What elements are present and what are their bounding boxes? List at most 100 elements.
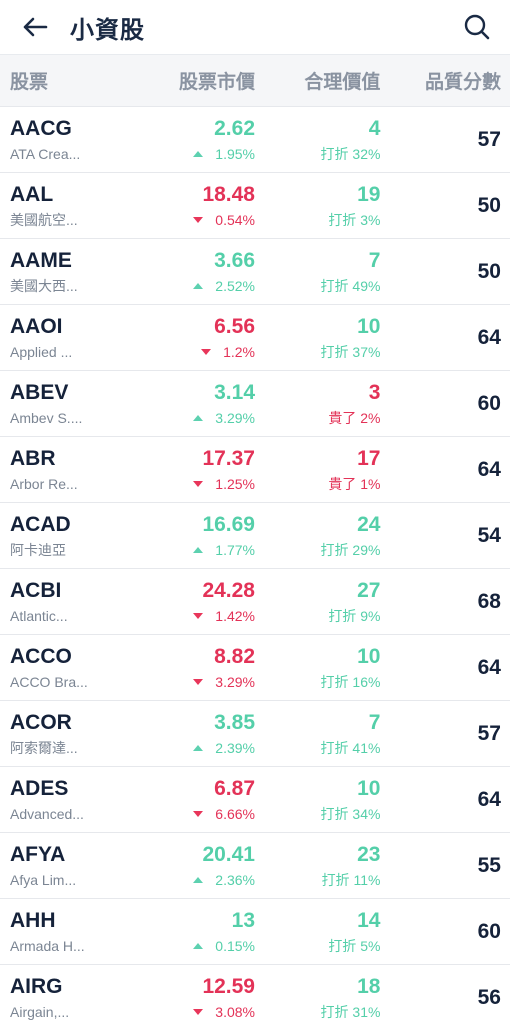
stock-cell: ABR Arbor Re... bbox=[10, 446, 147, 494]
stock-row[interactable]: AHH Armada H... 13 0.15% 14 打折 5% 60 bbox=[0, 899, 510, 965]
stock-name: Applied ... bbox=[10, 343, 73, 360]
valuation-note: 貴了 1% bbox=[328, 475, 381, 492]
valuation-note: 打折 37% bbox=[320, 343, 381, 360]
stock-ticker: AAME bbox=[10, 248, 72, 272]
price-cell: 6.87 6.66% bbox=[147, 776, 255, 824]
quality-score: 64 bbox=[477, 787, 501, 811]
column-quality-score[interactable]: 品質分數 bbox=[424, 72, 501, 93]
quality-score: 68 bbox=[477, 589, 501, 613]
stock-price: 6.87 bbox=[214, 776, 255, 800]
quality-score: 54 bbox=[477, 523, 501, 547]
valuation-note: 打折 41% bbox=[320, 739, 381, 756]
quality-score: 64 bbox=[477, 655, 501, 679]
stock-row[interactable]: AAL 美國航空... 18.48 0.54% 19 打折 3% 50 bbox=[0, 173, 510, 239]
score-cell: 64 bbox=[380, 458, 501, 482]
back-arrow-icon[interactable] bbox=[20, 12, 50, 42]
fair-value-cell: 24 打折 29% bbox=[255, 512, 381, 560]
column-fair-value[interactable]: 合理價值 bbox=[304, 72, 381, 93]
stock-cell: AAL 美國航空... bbox=[10, 182, 147, 230]
fair-value-cell: 10 打折 34% bbox=[255, 776, 381, 824]
price-cell: 17.37 1.25% bbox=[147, 446, 255, 494]
stock-row[interactable]: AACG ATA Crea... 2.62 1.95% 4 打折 32% 57 bbox=[0, 107, 510, 173]
price-change-value: 3.29% bbox=[215, 673, 255, 690]
fair-value-cell: 17 貴了 1% bbox=[255, 446, 380, 494]
price-change: 2.36% bbox=[193, 870, 255, 890]
fair-value: 27 bbox=[357, 578, 381, 602]
quality-score: 60 bbox=[477, 391, 501, 415]
price-cell: 8.82 3.29% bbox=[147, 644, 255, 692]
stock-price: 6.56 bbox=[214, 314, 255, 338]
stock-cell: ABEV Ambev S.... bbox=[10, 380, 147, 428]
page-title: 小資股 bbox=[70, 16, 145, 44]
score-cell: 57 bbox=[380, 128, 501, 152]
triangle-up-icon bbox=[193, 744, 204, 751]
price-change-value: 0.54% bbox=[215, 211, 255, 228]
price-change: 0.54% bbox=[193, 210, 255, 230]
price-change-value: 0.15% bbox=[215, 937, 255, 954]
stock-row[interactable]: AFYA Afya Lim... 20.41 2.36% 23 打折 11% 5… bbox=[0, 833, 510, 899]
stock-row[interactable]: AIRG Airgain,... 12.59 3.08% 18 打折 31% 5… bbox=[0, 965, 510, 1024]
stock-cell: AAOI Applied ... bbox=[10, 314, 147, 362]
column-price[interactable]: 股票市價 bbox=[178, 72, 255, 93]
fair-value-cell: 19 打折 3% bbox=[255, 182, 380, 230]
stock-row[interactable]: ACAD 阿卡迪亞 16.69 1.77% 24 打折 29% 54 bbox=[0, 503, 510, 569]
fair-value-cell: 18 打折 31% bbox=[255, 974, 381, 1022]
fair-value: 19 bbox=[357, 182, 381, 206]
price-change-value: 2.52% bbox=[215, 277, 255, 294]
stock-ticker: AHH bbox=[10, 908, 56, 932]
valuation-note: 打折 11% bbox=[321, 871, 381, 888]
triangle-down-icon bbox=[201, 348, 212, 355]
stock-row[interactable]: ACBI Atlantic... 24.28 1.42% 27 打折 9% 68 bbox=[0, 569, 510, 635]
fair-value: 24 bbox=[357, 512, 381, 536]
stock-row[interactable]: ABEV Ambev S.... 3.14 3.29% 3 貴了 2% 60 bbox=[0, 371, 510, 437]
valuation-note: 打折 3% bbox=[328, 211, 381, 228]
column-header: 股票 股票市價 合理價值 品質分數 bbox=[0, 55, 510, 107]
stock-price: 12.59 bbox=[202, 974, 255, 998]
fair-value: 4 bbox=[368, 116, 381, 140]
stock-row[interactable]: ACOR 阿索爾達... 3.85 2.39% 7 打折 41% 57 bbox=[0, 701, 510, 767]
price-cell: 13 0.15% bbox=[147, 908, 255, 956]
price-change: 1.2% bbox=[201, 342, 255, 362]
fair-value: 3 bbox=[368, 380, 381, 404]
stock-price: 24.28 bbox=[202, 578, 255, 602]
triangle-down-icon bbox=[193, 810, 204, 817]
stock-price: 13 bbox=[231, 908, 255, 932]
price-cell: 3.66 2.52% bbox=[147, 248, 255, 296]
stock-ticker: ACCO bbox=[10, 644, 72, 668]
stock-cell: AAME 美國大西... bbox=[10, 248, 147, 296]
price-change-value: 3.08% bbox=[215, 1003, 255, 1020]
score-cell: 57 bbox=[380, 722, 501, 746]
stock-name: Afya Lim... bbox=[10, 871, 77, 888]
triangle-down-icon bbox=[193, 480, 204, 487]
price-change: 1.42% bbox=[193, 606, 255, 626]
search-icon[interactable] bbox=[460, 10, 494, 44]
price-change: 2.39% bbox=[193, 738, 255, 758]
price-cell: 16.69 1.77% bbox=[147, 512, 255, 560]
stock-row[interactable]: AAME 美國大西... 3.66 2.52% 7 打折 49% 50 bbox=[0, 239, 510, 305]
fair-value: 7 bbox=[368, 710, 381, 734]
triangle-up-icon bbox=[193, 546, 204, 553]
score-cell: 50 bbox=[380, 194, 501, 218]
score-cell: 55 bbox=[380, 854, 501, 878]
fair-value-cell: 3 貴了 2% bbox=[255, 380, 380, 428]
fair-value-cell: 10 打折 37% bbox=[255, 314, 381, 362]
score-cell: 50 bbox=[380, 260, 501, 284]
column-stock[interactable]: 股票 bbox=[10, 72, 49, 93]
price-change: 3.08% bbox=[193, 1002, 255, 1022]
stock-cell: ACOR 阿索爾達... bbox=[10, 710, 147, 758]
stock-row[interactable]: ADES Advanced... 6.87 6.66% 10 打折 34% 64 bbox=[0, 767, 510, 833]
stock-cell: AFYA Afya Lim... bbox=[10, 842, 147, 890]
quality-score: 60 bbox=[477, 919, 501, 943]
stock-row[interactable]: ABR Arbor Re... 17.37 1.25% 17 貴了 1% 64 bbox=[0, 437, 510, 503]
stock-row[interactable]: AAOI Applied ... 6.56 1.2% 10 打折 37% 64 bbox=[0, 305, 510, 371]
valuation-note: 打折 32% bbox=[320, 145, 381, 162]
fair-value: 10 bbox=[357, 314, 381, 338]
price-change-value: 1.42% bbox=[215, 607, 255, 624]
quality-score: 56 bbox=[477, 985, 501, 1009]
valuation-note: 打折 34% bbox=[320, 805, 381, 822]
triangle-down-icon bbox=[193, 1008, 204, 1015]
valuation-note: 貴了 2% bbox=[328, 409, 381, 426]
stock-row[interactable]: ACCO ACCO Bra... 8.82 3.29% 10 打折 16% 64 bbox=[0, 635, 510, 701]
quality-score: 64 bbox=[477, 457, 501, 481]
quality-score: 55 bbox=[477, 853, 501, 877]
